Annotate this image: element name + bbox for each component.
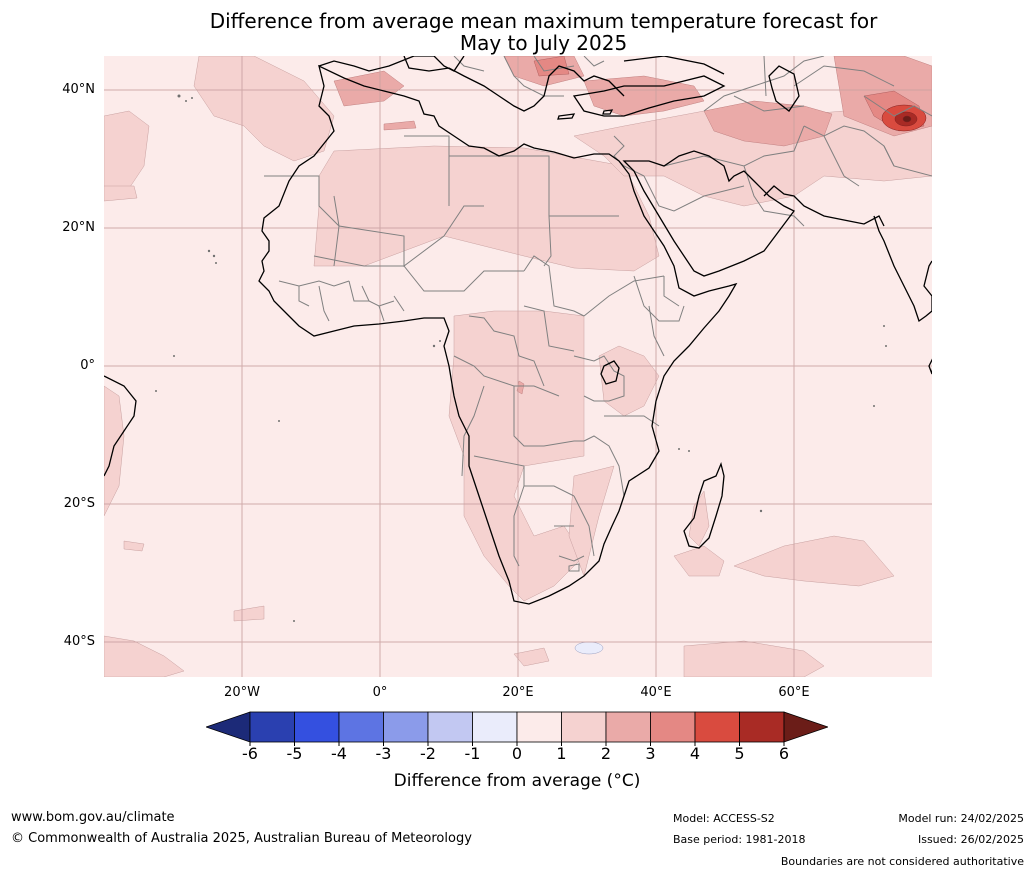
colorbar-segment [427,711,473,743]
colorbar-segment [694,711,740,743]
lon-label-0: 0° [372,685,388,700]
lon-label-40e: 40°E [640,685,672,700]
colorbar-segment [561,711,607,743]
colorbar-label: Difference from average (°C) [206,771,828,791]
lat-label-20n: 20°N [62,220,95,235]
colorbar-tick-label: -6 [242,744,258,763]
colorbar-tick-label: 5 [734,744,745,763]
lon-label-60e: 60°E [778,685,810,700]
lon-label-20w: 20°W [224,685,260,700]
colorbar-tick-label: 0 [511,744,523,763]
colorbar-segment [605,711,651,743]
lat-label-equator: 0° [80,358,95,373]
lat-label-40s: 40°S [63,634,95,649]
temperature-anomaly-map [104,56,932,677]
country-borders [264,56,932,572]
colorbar-tick-label: 3 [645,744,656,763]
colorbar-tick-label: -4 [331,744,347,763]
colorbar-tick-label: 2 [600,744,612,763]
model-run-text: Model run: 24/02/2025 [898,812,1024,825]
coastlines [104,56,932,605]
colorbar-tick-label: 1 [556,744,567,763]
colorbar-extend-low [206,711,251,743]
colorbar [206,711,828,746]
colorbar-segment [472,711,518,743]
colorbar-segment [383,711,429,743]
disclaimer-text: Boundaries are not considered authoritat… [780,855,1024,868]
base-period-text: Base period: 1981-2018 [673,833,806,846]
colorbar-label-suffix: ) [633,771,641,791]
anomaly-1-2-areas [104,56,932,677]
colorbar-tick-label: 4 [689,744,701,763]
anomaly-4-6-hotspot [881,104,927,132]
model-text: Model: ACCESS-S2 [673,812,775,825]
colorbar-segment [294,711,340,743]
colorbar-tick-label: -3 [375,744,392,763]
colorbar-tick-label: -1 [464,744,481,763]
colorbar-tick-label: -2 [420,744,436,763]
website-link[interactable]: www.bom.gov.au/climate [11,810,175,825]
title-line-1: Difference from average mean maximum tem… [209,9,878,33]
colorbar-tick-label: -5 [286,744,303,763]
colorbar-label-prefix: Difference from average ( [393,771,614,791]
anomaly-negative-area [574,641,604,655]
issued-text: Issued: 26/02/2025 [917,833,1024,846]
lat-label-40n: 40°N [62,82,95,97]
colorbar-extend-high [783,711,828,743]
title-line-2: May to July 2025 [459,31,628,55]
colorbar-segment [338,711,384,743]
lon-label-20e: 20°E [502,685,534,700]
colorbar-segment [650,711,696,743]
map-title: Difference from average mean maximum tem… [0,10,1035,54]
lat-label-20s: 20°S [63,496,95,511]
colorbar-tick-label: 6 [778,744,790,763]
islands [155,94,887,622]
colorbar-segment [516,711,562,743]
colorbar-label-unit: °C [613,771,634,791]
colorbar-segment [739,711,785,743]
colorbar-segment [249,711,295,743]
copyright-text: © Commonwealth of Australia 2025, Austra… [11,831,472,846]
